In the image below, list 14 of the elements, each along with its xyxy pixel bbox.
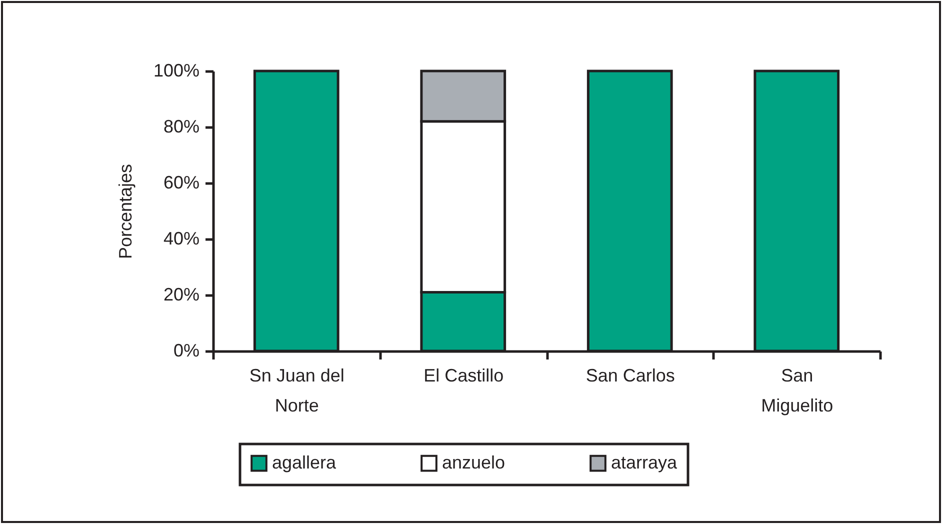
x-tick-label: San Miguelito	[761, 366, 834, 416]
x-tick-label: Sn Juan del Norte	[249, 366, 344, 416]
y-tick-label: 60%	[163, 172, 200, 192]
x-tick-label: El Castillo	[424, 366, 504, 386]
y-tick-label: 40%	[163, 228, 200, 248]
legend-label: atarraya	[611, 452, 678, 472]
y-tick-label: 20%	[163, 284, 200, 304]
legend-label: agallera	[272, 452, 338, 472]
y-tick-label: 100%	[153, 60, 200, 80]
y-axis-title: Porcentajes	[115, 164, 136, 260]
y-tick-label: 80%	[163, 116, 200, 136]
legend-label: anzuelo	[442, 452, 506, 472]
y-tick-label: 0%	[173, 340, 200, 360]
x-tick-label: San Carlos	[586, 366, 675, 386]
